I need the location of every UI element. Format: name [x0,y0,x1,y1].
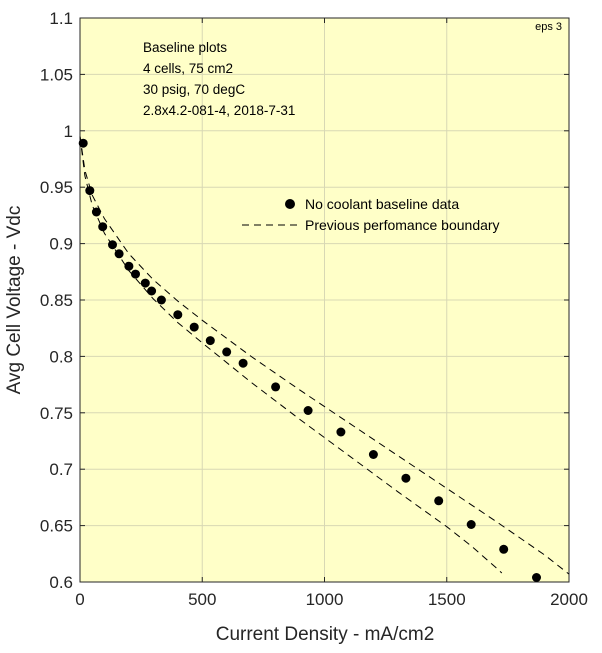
data-point [368,450,378,459]
y-tick-label: 0.6 [49,573,73,592]
data-point [303,406,313,415]
y-tick-label: 1 [64,122,73,141]
data-point [532,573,541,582]
x-tick-label: 1000 [306,590,344,609]
y-axis-label: Avg Cell Voltage - Vdc [4,206,25,395]
corner-label: eps 3 [535,21,562,33]
data-series [78,136,570,582]
data-point [336,427,346,437]
annotation-line: 30 psig, 70 degC [143,82,245,97]
annotation-line: 2.8x4.2-081-4, 2018-7-31 [143,103,295,118]
y-tick-label: 0.65 [40,517,73,536]
data-point [147,286,157,296]
data-point [205,336,215,346]
data-point [434,496,444,506]
legend-marker [285,199,295,209]
y-tick-label: 1.05 [40,65,73,84]
annotation-block: Baseline plots 4 cells, 75 cm2 30 psig, … [143,40,295,118]
data-point [401,473,411,483]
data-point [131,269,140,279]
x-tick-label: 1500 [428,590,466,609]
data-point [499,544,509,554]
y-tick-label: 0.9 [49,235,73,254]
boundary-line [79,136,503,574]
y-tick-label: 0.7 [49,460,73,479]
y-tick-label: 0.8 [49,347,73,366]
x-tick-label: 0 [75,590,84,609]
data-point [466,520,476,529]
data-point [156,295,166,305]
data-point [238,358,248,368]
legend-entry-boundary: Previous perfomance boundary [305,217,500,233]
data-point [140,278,150,288]
y-tick-label: 0.75 [40,404,73,423]
data-point [222,347,232,357]
data-point [173,310,183,320]
boundary-line [79,136,570,575]
grid [79,17,570,583]
legend-entry-data: No coolant baseline data [305,196,459,212]
annotation-line: 4 cells, 75 cm2 [143,61,233,76]
data-point [124,261,134,271]
x-tick-label: 500 [188,590,216,609]
y-tick-label: 0.85 [40,291,73,310]
plot-frame [79,17,570,583]
x-tick-label: 2000 [550,590,588,609]
legend: No coolant baseline data Previous perfom… [242,196,500,233]
x-axis-label: Current Density - mA/cm2 [216,624,435,645]
data-point [189,322,199,332]
axes: 0 500 1000 1500 2000 0.6 0.65 0.7 0.75 0.8 0.85 0.9… [40,9,588,609]
y-tick-label: 1.1 [49,9,73,28]
annotation-line: Baseline plots [143,40,227,55]
y-tick-label: 0.95 [40,178,73,197]
data-point [271,382,281,392]
